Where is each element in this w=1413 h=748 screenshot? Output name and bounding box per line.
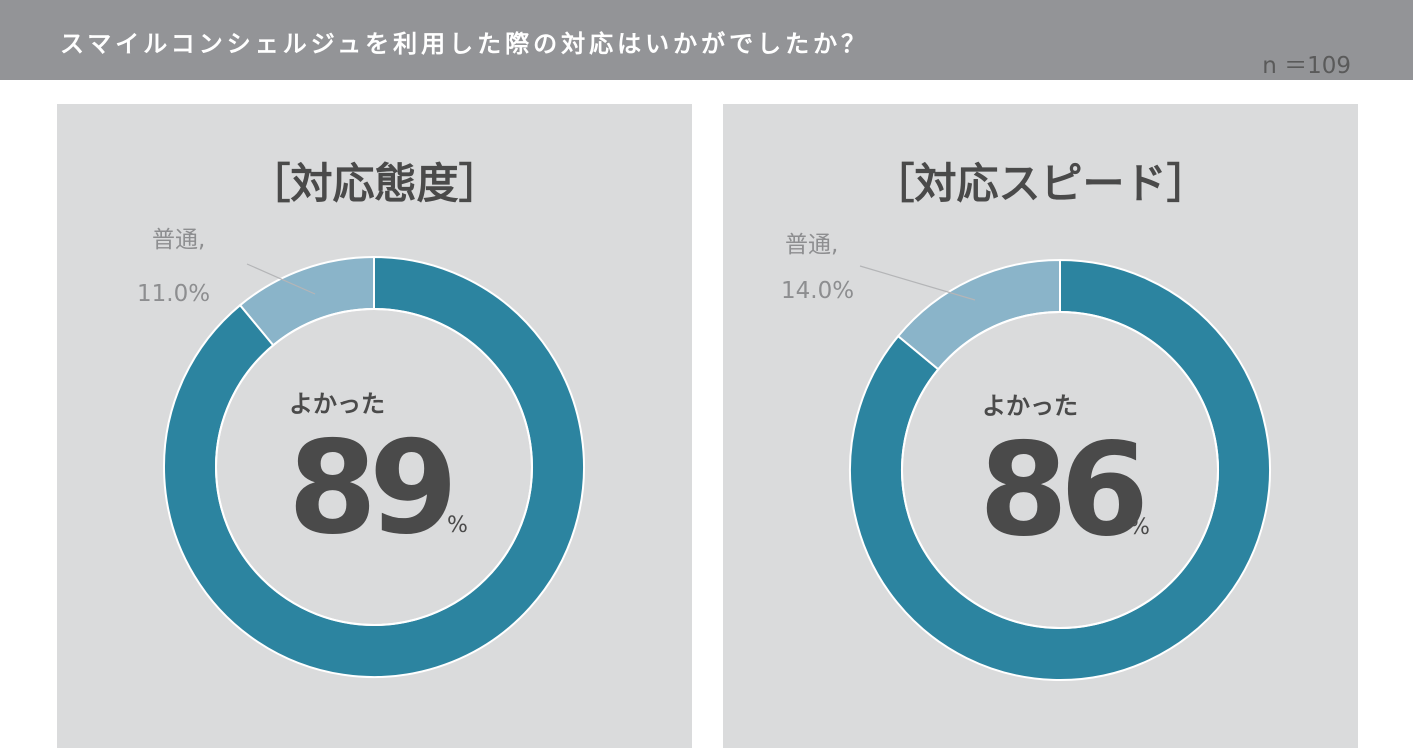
center-value: 89 [288, 414, 450, 563]
chart-panel-attitude: ［対応態度］ 普通, 11.0% よかった 89 % [57, 104, 692, 748]
donut-inner-ring [901, 311, 1219, 629]
slice-group [849, 258, 1271, 681]
callout-value: 11.0% [137, 281, 210, 307]
header-bar: スマイルコンシェルジュを利用した際の対応はいかがでしたか？ n ＝109 [0, 0, 1413, 80]
page-title: スマイルコンシェルジュを利用した際の対応はいかがでしたか？ [60, 30, 870, 58]
center-unit: % [1129, 515, 1150, 540]
leader-line [859, 265, 976, 301]
sample-size-label: n ＝109 [1262, 53, 1351, 79]
chart-title: ［対応態度］ [248, 159, 501, 208]
donut-chart-attitude: 普通, 11.0% よかった 89 % [137, 227, 585, 678]
chart-title: ［対応スピード］ [872, 159, 1209, 208]
donut-inner-ring [215, 308, 533, 626]
donut-chart-speed: 普通, 14.0% よかった 86 % [781, 232, 1271, 681]
callout-category: 普通, [152, 227, 205, 253]
center-label: よかった [289, 390, 385, 418]
center-unit: % [447, 513, 468, 538]
callout-value: 14.0% [781, 278, 854, 304]
slice-group [163, 255, 585, 678]
callout-category: 普通, [785, 232, 838, 258]
leader-line [246, 263, 316, 295]
center-value: 86 [979, 416, 1143, 565]
chart-panel-speed: ［対応スピード］ 普通, 14.0% よかった 86 % [723, 104, 1358, 748]
center-label: よかった [982, 392, 1078, 420]
